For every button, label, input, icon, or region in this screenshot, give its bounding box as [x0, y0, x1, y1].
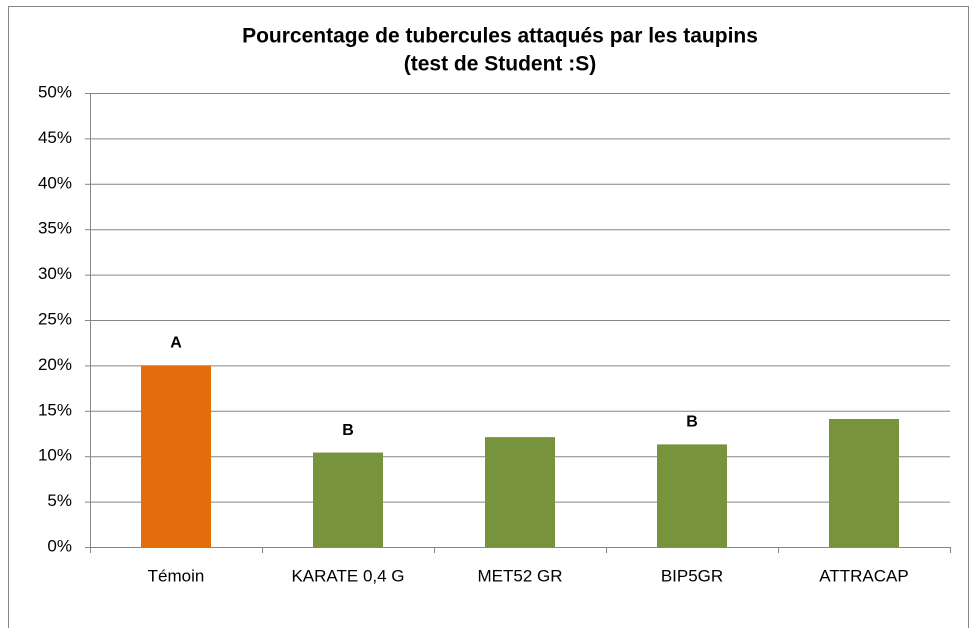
- x-tick-label: MET52 GR: [477, 566, 562, 585]
- y-tick-label: 50%: [38, 82, 72, 101]
- bar: [313, 452, 383, 547]
- bar-label: B: [686, 414, 698, 431]
- y-tick-label: 20%: [38, 355, 72, 374]
- y-tick-label: 10%: [38, 446, 72, 465]
- bar: [829, 418, 899, 547]
- y-tick-label: 0%: [47, 536, 72, 555]
- x-tick-label: Témoin: [148, 566, 205, 585]
- chart-subtitle: (test de Student :S): [404, 53, 597, 76]
- bar-label: A: [170, 335, 182, 352]
- y-tick-label: 15%: [38, 400, 72, 419]
- x-tick-label: BIP5GR: [661, 566, 723, 585]
- bar-label: B: [342, 422, 354, 439]
- x-tick-label: KARATE 0,4 G: [291, 566, 404, 585]
- y-tick-label: 40%: [38, 173, 72, 192]
- y-tick-label: 45%: [38, 128, 72, 147]
- y-tick-label: 5%: [47, 491, 72, 510]
- bar: [657, 444, 727, 547]
- y-tick-label: 35%: [38, 219, 72, 238]
- chart-title: Pourcentage de tubercules attaqués par l…: [242, 25, 758, 48]
- y-tick-label: 25%: [38, 309, 72, 328]
- y-tick-label: 30%: [38, 264, 72, 283]
- x-tick-label: ATTRACAP: [819, 566, 908, 585]
- bar: [485, 437, 555, 547]
- bar: [141, 365, 211, 547]
